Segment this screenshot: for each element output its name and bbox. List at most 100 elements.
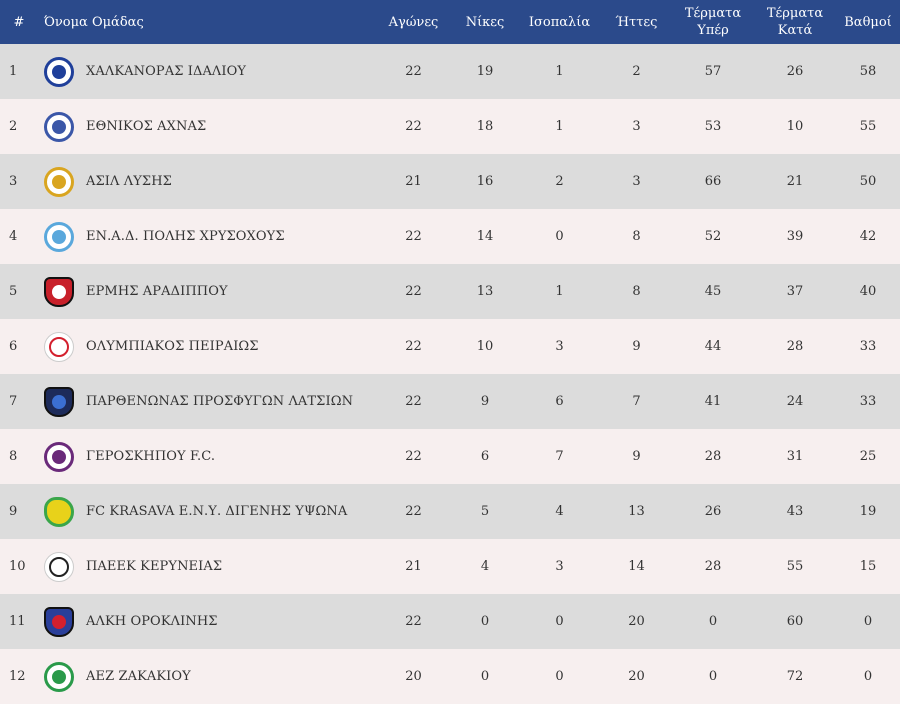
draws-cell: 7 (555, 449, 564, 464)
played-cell: 22 (405, 229, 422, 244)
table-header: # Όνομα Ομάδας Αγώνες Νίκες Ισοπαλία Ήττ… (0, 0, 900, 44)
table-row[interactable]: 11 ΑΛΚΗ ΟΡΟΚΛΙΝΗΣ 22 0 0 20 0 60 0 (0, 594, 900, 649)
olympiakos-crest-icon (44, 331, 74, 362)
goals-for-cell: 0 (708, 669, 718, 684)
wins-cell: 13 (476, 284, 494, 299)
losses-cell: 2 (632, 64, 641, 79)
wins-cell: 6 (480, 449, 490, 464)
table-row[interactable]: 4 ΕΝ.Α.Δ. ΠΟΛΗΣ ΧΡΥΣΟΧΟΥΣ 22 14 0 8 52 3… (0, 209, 900, 264)
draws-cell: 3 (555, 339, 564, 354)
goals-for-cell: 66 (704, 174, 722, 189)
draws-cell: 6 (555, 394, 564, 409)
table-row[interactable]: 2 ΕΘΝΙΚΟΣ ΑΧΝΑΣ 22 18 1 3 53 10 55 (0, 99, 900, 154)
goals-against-cell: 31 (786, 449, 804, 464)
team-name[interactable]: ΕΝ.Α.Δ. ΠΟΛΗΣ ΧΡΥΣΟΧΟΥΣ (86, 229, 285, 244)
team-name[interactable]: ΕΡΜΗΣ ΑΡΑΔΙΠΠΟΥ (86, 284, 228, 299)
goals-for-cell: 28 (704, 449, 722, 464)
points-cell: 0 (863, 669, 873, 684)
krasava-crest-icon (44, 496, 74, 527)
played-cell: 21 (405, 174, 422, 189)
header-goals-for[interactable]: Τέρματα Υπέρ (684, 6, 742, 38)
draws-cell: 0 (555, 229, 564, 244)
losses-cell: 7 (632, 394, 641, 409)
header-draws[interactable]: Ισοπαλία (528, 14, 591, 30)
team-name[interactable]: ΓΕΡΟΣΚΗΠΟΥ F.C. (86, 449, 216, 464)
draws-cell: 1 (555, 284, 564, 299)
header-team[interactable]: Όνομα Ομάδας (44, 14, 144, 30)
goals-against-cell: 28 (786, 339, 804, 354)
team-name[interactable]: ΠΑΡΘΕΝΩΝΑΣ ΠΡΟΣΦΥΓΩΝ ΛΑΤΣΙΩΝ (86, 394, 354, 409)
table-row[interactable]: 8 ΓΕΡΟΣΚΗΠΟΥ F.C. 22 6 7 9 28 31 25 (0, 429, 900, 484)
rank-cell: 4 (9, 229, 18, 244)
goals-for-cell: 53 (704, 119, 722, 134)
team-cell[interactable]: ΠΑΡΘΕΝΩΝΑΣ ΠΡΟΣΦΥΓΩΝ ΛΑΤΣΙΩΝ (38, 374, 375, 429)
draws-cell: 0 (555, 669, 564, 684)
team-cell[interactable]: ΑΣΙΛ ΛΥΣΗΣ (38, 154, 375, 209)
rank-cell: 7 (9, 394, 18, 409)
table-row[interactable]: 12 ΑΕΖ ΖΑΚΑΚΙΟΥ 20 0 0 20 0 72 0 (0, 649, 900, 704)
table-row[interactable]: 3 ΑΣΙΛ ΛΥΣΗΣ 21 16 2 3 66 21 50 (0, 154, 900, 209)
header-rank[interactable]: # (13, 14, 25, 30)
rank-cell: 8 (9, 449, 18, 464)
table-row[interactable]: 6 ΟΛΥΜΠΙΑΚΟΣ ΠΕΙΡΑΙΩΣ 22 10 3 9 44 28 33 (0, 319, 900, 374)
team-cell[interactable]: ΑΛΚΗ ΟΡΟΚΛΙΝΗΣ (38, 594, 375, 649)
team-name[interactable]: ΑΕΖ ΖΑΚΑΚΙΟΥ (86, 669, 191, 684)
losses-cell: 9 (632, 449, 641, 464)
header-played[interactable]: Αγώνες (388, 14, 439, 30)
points-cell: 25 (859, 449, 877, 464)
losses-cell: 8 (632, 229, 641, 244)
enad-crest-icon (44, 221, 74, 252)
header-row: # Όνομα Ομάδας Αγώνες Νίκες Ισοπαλία Ήττ… (0, 0, 900, 44)
losses-cell: 20 (628, 614, 645, 629)
table-row[interactable]: 5 ΕΡΜΗΣ ΑΡΑΔΙΠΠΟΥ 22 13 1 8 45 37 40 (0, 264, 900, 319)
goals-for-cell: 0 (708, 614, 718, 629)
team-cell[interactable]: ΟΛΥΜΠΙΑΚΟΣ ΠΕΙΡΑΙΩΣ (38, 319, 375, 374)
rank-cell: 6 (9, 339, 18, 354)
team-cell[interactable]: ΓΕΡΟΣΚΗΠΟΥ F.C. (38, 429, 375, 484)
ermis-crest-icon (44, 276, 74, 307)
header-points[interactable]: Βαθμοί (844, 14, 892, 30)
table-body: 1 ΧΑΛΚΑΝΟΡΑΣ ΙΔΑΛΙΟΥ 22 19 1 2 57 26 58 … (0, 44, 900, 704)
wins-cell: 16 (476, 174, 494, 189)
team-name[interactable]: ΧΑΛΚΑΝΟΡΑΣ ΙΔΑΛΙΟΥ (86, 64, 247, 79)
team-name[interactable]: ΕΘΝΙΚΟΣ ΑΧΝΑΣ (86, 119, 207, 134)
rank-cell: 10 (9, 559, 26, 574)
draws-cell: 1 (555, 119, 564, 134)
header-wins[interactable]: Νίκες (465, 14, 505, 30)
table-row[interactable]: 1 ΧΑΛΚΑΝΟΡΑΣ ΙΔΑΛΙΟΥ 22 19 1 2 57 26 58 (0, 44, 900, 99)
table-row[interactable]: 10 ΠΑΕΕΚ ΚΕΡΥΝΕΙΑΣ 21 4 3 14 28 55 15 (0, 539, 900, 594)
rank-cell: 2 (9, 119, 18, 134)
aez-crest-icon (44, 661, 74, 692)
team-name[interactable]: ΠΑΕΕΚ ΚΕΡΥΝΕΙΑΣ (86, 559, 223, 574)
rank-cell: 1 (9, 64, 18, 79)
team-cell[interactable]: ΕΘΝΙΚΟΣ ΑΧΝΑΣ (38, 99, 375, 154)
header-losses[interactable]: Ήττες (615, 14, 658, 30)
header-goals-against[interactable]: Τέρματα Κατά (766, 6, 824, 38)
team-name[interactable]: FC KRASAVA Ε.Ν.Υ. ΔΙΓΕΝΗΣ ΥΨΩΝΑ (86, 504, 348, 519)
team-cell[interactable]: ΕΝ.Α.Δ. ΠΟΛΗΣ ΧΡΥΣΟΧΟΥΣ (38, 209, 375, 264)
team-cell[interactable]: ΕΡΜΗΣ ΑΡΑΔΙΠΠΟΥ (38, 264, 375, 319)
table-row[interactable]: 7 ΠΑΡΘΕΝΩΝΑΣ ΠΡΟΣΦΥΓΩΝ ΛΑΤΣΙΩΝ 22 9 6 7 … (0, 374, 900, 429)
table-row[interactable]: 9 FC KRASAVA Ε.Ν.Υ. ΔΙΓΕΝΗΣ ΥΨΩΝΑ 22 5 4… (0, 484, 900, 539)
asil-crest-icon (44, 166, 74, 197)
goals-against-cell: 43 (786, 504, 804, 519)
played-cell: 22 (405, 394, 422, 409)
team-cell[interactable]: ΑΕΖ ΖΑΚΑΚΙΟΥ (38, 649, 375, 704)
team-name[interactable]: ΑΣΙΛ ΛΥΣΗΣ (86, 174, 172, 189)
team-cell[interactable]: ΠΑΕΕΚ ΚΕΡΥΝΕΙΑΣ (38, 539, 375, 594)
played-cell: 22 (405, 504, 422, 519)
losses-cell: 14 (628, 559, 645, 574)
goals-against-cell: 26 (786, 64, 804, 79)
rank-cell: 12 (9, 669, 26, 684)
rank-cell: 9 (9, 504, 18, 519)
team-name[interactable]: ΑΛΚΗ ΟΡΟΚΛΙΝΗΣ (86, 614, 218, 629)
losses-cell: 20 (628, 669, 645, 684)
played-cell: 20 (405, 669, 422, 684)
points-cell: 0 (863, 614, 873, 629)
team-cell[interactable]: ΧΑΛΚΑΝΟΡΑΣ ΙΔΑΛΙΟΥ (38, 44, 375, 99)
wins-cell: 18 (476, 119, 494, 134)
played-cell: 22 (405, 449, 422, 464)
team-name[interactable]: ΟΛΥΜΠΙΑΚΟΣ ΠΕΙΡΑΙΩΣ (86, 339, 259, 354)
points-cell: 58 (859, 64, 877, 79)
team-cell[interactable]: FC KRASAVA Ε.Ν.Υ. ΔΙΓΕΝΗΣ ΥΨΩΝΑ (38, 484, 375, 539)
